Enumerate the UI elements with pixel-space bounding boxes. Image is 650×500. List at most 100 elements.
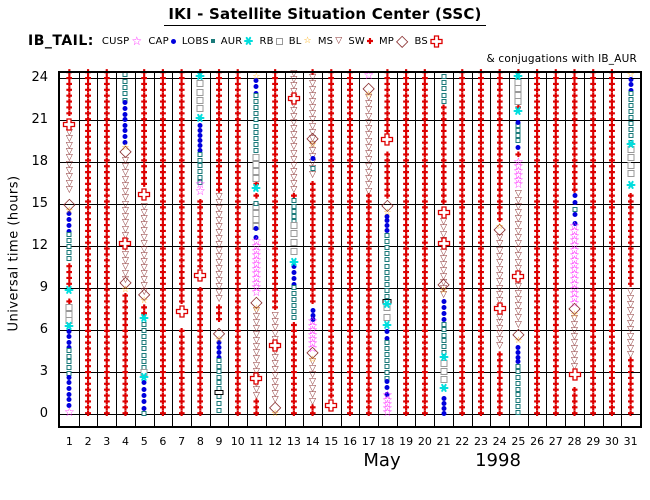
marker-ms: ▽: [122, 256, 129, 272]
marker-cusp: ☆: [251, 264, 262, 280]
cap-symbol: [441, 311, 447, 317]
marker-sw: [66, 274, 73, 290]
sw-symbol: [103, 151, 110, 158]
marker-cap: [66, 372, 72, 388]
marker-lobs: [253, 116, 259, 132]
gridline-v: [265, 73, 267, 426]
marker-aur: [289, 253, 299, 269]
marker-mp: ◇: [63, 196, 75, 212]
marker-ms: ▽: [365, 143, 372, 159]
y-tick-label: 9: [39, 280, 48, 295]
marker-sw: [85, 203, 92, 219]
ms-symbol: ▽: [627, 350, 635, 361]
marker-lobs: [628, 125, 634, 141]
ms-symbol: ▽: [140, 238, 148, 249]
ms-symbol: ▽: [215, 216, 223, 227]
ms-symbol: ▽: [122, 224, 129, 235]
marker-ms: ▽: [290, 100, 297, 116]
ms-symbol: ▽: [215, 276, 223, 287]
cap-symbol: [628, 76, 634, 82]
marker-sw: [85, 274, 92, 290]
marker-lobs: [66, 346, 72, 362]
marker-lobs: [441, 330, 447, 346]
marker-sw: [122, 362, 129, 378]
marker-ms: ▽: [216, 246, 223, 262]
ms-symbol: ▽: [309, 121, 317, 132]
marker-ms: ▽: [272, 317, 279, 333]
sw-symbol: [85, 404, 92, 411]
x-axis-year-label: 1998: [475, 450, 521, 471]
lobs-symbol: [384, 287, 390, 293]
marker-lobs: [253, 91, 259, 107]
rb-symbol: [275, 37, 283, 45]
marker-sw: [103, 80, 110, 96]
marker-mp: ◇: [138, 285, 150, 302]
marker-ms: ▽: [290, 112, 297, 128]
sw-symbol: [159, 351, 166, 358]
ms-symbol: ▽: [122, 187, 129, 198]
marker-lobs: [66, 236, 72, 252]
ms-symbol: ▽: [215, 264, 223, 275]
marker-cap: [122, 132, 128, 148]
marker-ms: ▽: [290, 81, 297, 97]
ms-symbol: ▽: [627, 287, 635, 298]
bl-symbol: ☆: [121, 143, 130, 154]
marker-ms: ▽: [496, 318, 503, 334]
aur-symbol: [195, 113, 205, 123]
lobs-symbol: [141, 346, 147, 352]
marker-lobs: [384, 350, 390, 366]
marker-ms: ▽: [122, 269, 129, 285]
sw-symbol: [103, 322, 110, 328]
marker-aur: [382, 316, 392, 332]
marker-cap: [515, 342, 521, 358]
cap-symbol: [310, 317, 316, 323]
marker-lobs: [253, 140, 259, 156]
lobs-symbol: [66, 232, 72, 237]
marker-ms: ▽: [515, 245, 522, 261]
sw-symbol: [85, 145, 92, 152]
cap-symbol: [122, 122, 128, 128]
marker-cap: [441, 297, 447, 313]
legend-item-label: CAP: [148, 35, 169, 47]
cap-symbol: [310, 312, 316, 318]
sw-symbol: [159, 392, 166, 399]
sw-symbol: [552, 69, 559, 76]
sw-symbol: [85, 80, 92, 87]
x-tick-label: 21: [436, 435, 451, 448]
marker-lobs: [384, 249, 390, 265]
sw-symbol: [122, 345, 129, 352]
sw-symbol: [85, 192, 92, 199]
marker-ms: ▽: [515, 233, 522, 249]
ms-symbol: ▽: [252, 311, 260, 322]
lobs-symbol: [441, 332, 447, 338]
rb-symbol: [627, 153, 635, 161]
marker-lobs: [628, 101, 634, 117]
cap-symbol: [384, 385, 390, 391]
marker-mp: ◇: [306, 344, 318, 360]
sw-symbol: [85, 286, 92, 293]
marker-cap: [66, 203, 72, 219]
marker-ms: ▽: [216, 240, 223, 256]
sw-symbol: [216, 304, 223, 311]
marker-ms: ▽: [253, 385, 260, 401]
ms-symbol: ▽: [514, 220, 522, 231]
ms-symbol: ▽: [65, 166, 73, 177]
marker-lobs: [515, 125, 521, 141]
lobs-symbol: [66, 237, 72, 243]
marker-lobs: [253, 193, 259, 209]
lobs-symbol: [122, 72, 128, 78]
marker-ms: ▽: [309, 384, 316, 400]
x-tick-label: 29: [586, 435, 601, 448]
marker-lobs: [197, 150, 203, 166]
marker-cap: [441, 309, 447, 325]
cusp-symbol: ☆: [382, 396, 393, 411]
marker-lobs: [384, 231, 390, 247]
cusp-symbol: ☆: [569, 291, 580, 306]
marker-sw: [66, 80, 73, 96]
marker-ms: ▽: [515, 221, 522, 237]
right-axis-tick: [631, 119, 638, 121]
sw-symbol: [141, 127, 148, 134]
lobs-symbol: [515, 369, 521, 375]
gridline-v: [434, 73, 436, 426]
x-tick-label: 12: [268, 435, 283, 448]
